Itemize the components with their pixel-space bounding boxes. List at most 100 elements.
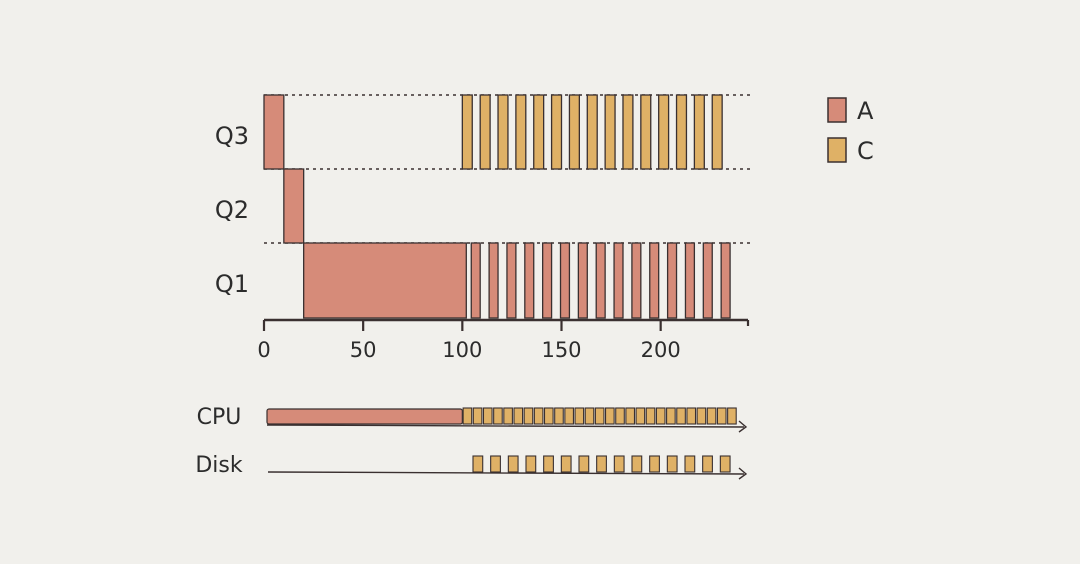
disk-slot-13 (702, 455, 713, 473)
tick-label-150: 150 (541, 338, 581, 362)
cpu-c-slot-12 (584, 407, 595, 425)
disk-slot-3 (525, 455, 537, 473)
block-a-q1-4 (488, 242, 499, 319)
block-a-q1-6 (524, 242, 535, 319)
cpu-c-slot-10 (564, 407, 574, 425)
cpu-c-slot-6 (523, 407, 534, 425)
block-c-q3-4 (533, 94, 545, 170)
cpu-label: CPU (197, 405, 242, 430)
legend-label-c: C (857, 137, 874, 165)
legend-swatch-c (827, 137, 847, 163)
tick-label-0: 0 (257, 338, 270, 362)
disk-timeline (267, 455, 748, 480)
schedule-blocks (263, 94, 731, 319)
cpu-c-slot-18 (645, 407, 656, 425)
cpu-c-slot-21 (676, 407, 686, 425)
cpu-a-bar (266, 408, 463, 425)
tick-label-200: 200 (641, 338, 681, 362)
block-a-q1-10 (595, 242, 606, 319)
legend: A C (827, 97, 874, 165)
cpu-c-slot-16 (625, 407, 636, 425)
cpu-c-slot-26 (727, 407, 737, 425)
block-c-q3-3 (515, 94, 527, 170)
block-c-q3-8 (604, 94, 616, 170)
block-a-q1-12 (631, 242, 642, 319)
cpu-c-slot-11 (574, 407, 585, 425)
disk-slot-10 (649, 455, 660, 473)
tick-label-50: 50 (350, 338, 377, 362)
block-a-q2-1 (283, 168, 305, 244)
legend-label-a: A (857, 97, 874, 125)
cpu-c-slot-23 (696, 407, 707, 425)
disk-slot-12 (684, 455, 696, 473)
disk-label: Disk (195, 453, 243, 478)
disk-slot-6 (578, 455, 590, 473)
block-a-q1-15 (684, 242, 696, 319)
cpu-c-slot-1 (472, 407, 483, 425)
cpu-c-slot-25 (716, 407, 727, 425)
cpu-c-slot-5 (513, 407, 524, 425)
block-a-q1-13 (649, 242, 660, 319)
cpu-c-slot-0 (462, 407, 473, 425)
disk-arrow-icon (738, 467, 748, 480)
block-c-q3-2 (497, 94, 509, 170)
block-a-q1-16 (702, 242, 713, 319)
cpu-c-slot-22 (686, 407, 697, 425)
block-a-q1-14 (666, 242, 678, 319)
cpu-c-slot-20 (666, 407, 676, 425)
block-c-q3-1 (479, 94, 491, 170)
cpu-arrow-icon (738, 420, 748, 433)
disk-slot-1 (490, 455, 501, 473)
disk-slot-4 (543, 455, 554, 473)
block-c-q3-10 (640, 94, 652, 170)
block-a-q1-17 (720, 242, 731, 319)
block-c-q3-6 (568, 94, 581, 170)
disk-slot-8 (613, 455, 625, 473)
legend-swatch-a (827, 97, 847, 123)
disk-slot-11 (666, 455, 678, 473)
block-c-q3-14 (711, 94, 723, 170)
cpu-c-slot-15 (615, 407, 625, 425)
block-c-q3-7 (586, 94, 598, 170)
disk-slot-9 (631, 455, 643, 473)
cpu-c-slot-19 (655, 407, 666, 425)
block-c-q3-11 (658, 94, 670, 170)
cpu-timeline (266, 407, 748, 433)
queue-label-q2: Q2 (215, 196, 249, 224)
block-a-q1-5 (506, 242, 517, 319)
block-c-q3-12 (675, 94, 688, 170)
disk-baseline (267, 471, 745, 475)
block-a-q1-9 (577, 242, 588, 319)
disk-slot-2 (507, 455, 519, 473)
block-c-q3-5 (550, 94, 563, 170)
disk-slot-0 (472, 455, 484, 473)
block-c-q3-9 (622, 94, 634, 170)
cpu-c-slot-13 (594, 407, 605, 425)
cpu-c-slot-4 (503, 407, 513, 425)
cpu-c-slot-9 (554, 407, 564, 425)
queue-label-q1: Q1 (215, 270, 249, 298)
tick-label-100: 100 (442, 338, 482, 362)
block-c-q3-13 (693, 94, 705, 170)
disk-slot-14 (719, 455, 731, 473)
block-a-q1-2 (303, 242, 467, 319)
cpu-c-slot-8 (543, 407, 554, 425)
block-c-q3-0 (461, 94, 473, 170)
block-a-q1-7 (542, 242, 553, 319)
cpu-c-slot-2 (482, 407, 493, 425)
disk-slot-5 (560, 455, 572, 473)
cpu-baseline (266, 424, 745, 428)
block-a-q3-0 (263, 94, 285, 170)
time-axis: 0 50 100 150 200 (257, 318, 750, 362)
cpu-c-slot-7 (533, 407, 544, 425)
disk-slot-7 (596, 455, 607, 473)
block-a-q1-8 (559, 242, 571, 319)
cpu-c-slot-14 (605, 407, 615, 425)
cpu-c-slot-24 (706, 407, 717, 425)
cpu-c-slot-17 (635, 407, 646, 425)
cpu-c-slot-3 (493, 407, 503, 425)
queue-label-q3: Q3 (215, 122, 249, 150)
block-a-q1-3 (470, 242, 481, 319)
